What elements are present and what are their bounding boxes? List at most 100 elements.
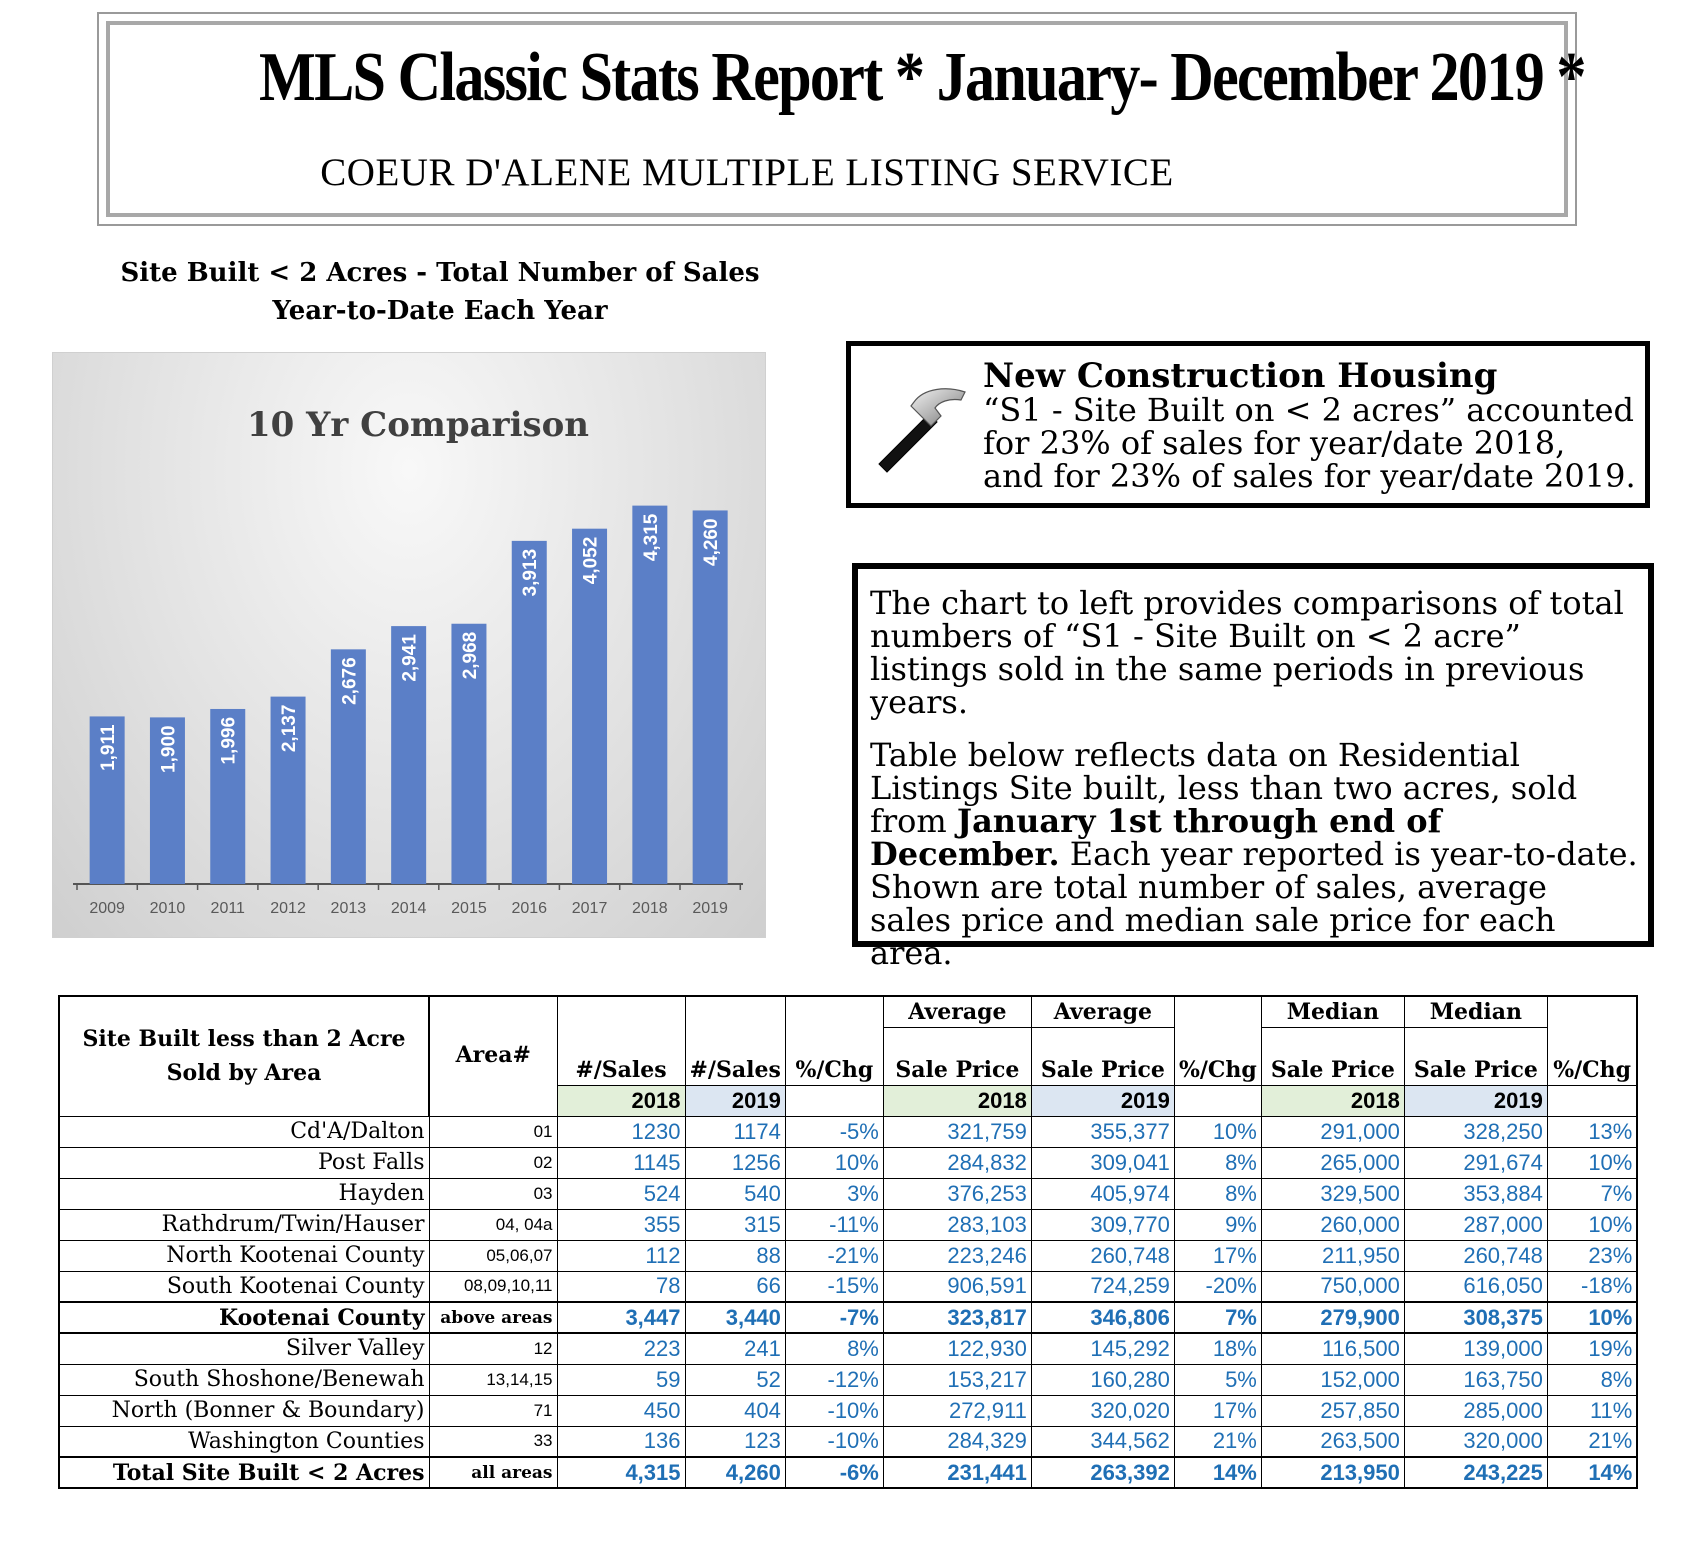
value-s19: 88 (685, 1240, 786, 1272)
explanation-para1: The chart to left provides comparisons o… (870, 584, 1624, 721)
chart-explanation-box: The chart to left provides comparisons o… (852, 563, 1654, 970)
value-m19: 243,225 (1404, 1456, 1548, 1489)
table-row: Rathdrum/Twin/Hauser 04, 04a 355 315 -11% 283… (58, 1209, 1639, 1241)
table-row: Post Falls 02 1145 1256 10% 284,832 309,041 8% 2… (58, 1147, 1639, 1179)
x-tick-label-2013: 2013 (331, 900, 367, 917)
value-s18: 355 (557, 1209, 686, 1241)
sales-2019-header: #/Sales (685, 1027, 786, 1085)
value-s19: 315 (685, 1209, 786, 1241)
value-s19: 52 (685, 1364, 786, 1396)
value-m18: 263,500 (1261, 1426, 1405, 1458)
x-tick-label-2014: 2014 (391, 900, 427, 917)
year-2018-avg: 2018 (883, 1084, 1032, 1117)
value-mc: 21% (1547, 1426, 1639, 1458)
value-a19: 309,041 (1031, 1147, 1175, 1179)
value-ac: 8% (1174, 1147, 1262, 1179)
table-row: South Kootenai County 08,09,10,11 78 66 -15%… (58, 1271, 1639, 1303)
value-sc: 8% (785, 1333, 884, 1365)
value-s18: 1230 (557, 1116, 686, 1148)
box1-title: New Construction Housing (983, 356, 1498, 396)
value-sc: -15% (785, 1271, 884, 1303)
value-a18: 283,103 (883, 1209, 1032, 1241)
area-header: Area# (429, 995, 558, 1085)
area-name: Cd'A/Dalton (58, 1116, 430, 1148)
box1-line2: for 23% of sales for year/date 2018, (983, 424, 1566, 462)
value-m19: 260,748 (1404, 1240, 1548, 1272)
value-ac: 9% (1174, 1209, 1262, 1241)
value-a18: 284,329 (883, 1426, 1032, 1458)
chart-caption-line2: Year-to-Date Each Year (272, 296, 608, 326)
kootenai-total-row: Kootenai County above areas 3,447 3,440 -7% 3… (58, 1301, 1639, 1334)
median-price-2018-header: Sale Price (1261, 1027, 1405, 1085)
value-a19: 320,020 (1031, 1395, 1175, 1427)
value-a19: 145,292 (1031, 1333, 1175, 1365)
x-tick-label-2009: 2009 (89, 900, 125, 917)
table-row: Silver Valley 12 223 241 8% 122,930 145,292 18%… (58, 1333, 1639, 1365)
area-name: South Shoshone/Benewah (58, 1364, 430, 1396)
header-blank (1547, 995, 1639, 1027)
report-subtitle: COEUR D'ALENE MULTIPLE LISTING SERVICE (320, 151, 1174, 194)
value-m19: 285,000 (1404, 1395, 1548, 1427)
x-tick-label-2010: 2010 (150, 900, 186, 917)
value-ac: 7% (1174, 1301, 1262, 1334)
value-a19: 405,974 (1031, 1178, 1175, 1210)
table-title-cell: Site Built less than 2 Acre Sold by Area (58, 995, 430, 1117)
table-row: North Kootenai County 05,06,07 112 88 -21% 22… (58, 1240, 1639, 1272)
value-m19: 353,884 (1404, 1178, 1548, 1210)
area-year-blank (429, 1085, 558, 1117)
value-a18: 153,217 (883, 1364, 1032, 1396)
value-m19: 287,000 (1404, 1209, 1548, 1241)
value-a19: 344,562 (1031, 1426, 1175, 1458)
bar-chart-svg: 10 Yr Comparison 1,911 2009 1,900 2010 1,996 2… (73, 405, 743, 917)
area-number: 08,09,10,11 (429, 1271, 558, 1303)
value-m18: 116,500 (1261, 1333, 1405, 1365)
average-header-2019: Average (1031, 995, 1175, 1028)
report-header: MLS Classic Stats Report * January- Dece… (97, 12, 1586, 226)
bar-2019 (692, 510, 728, 884)
value-m19: 139,000 (1404, 1333, 1548, 1365)
value-m18: 329,500 (1261, 1178, 1405, 1210)
avg-chg-header: %/Chg (1174, 1027, 1262, 1085)
area-number: 71 (429, 1395, 558, 1427)
year-blank (1174, 1084, 1262, 1117)
avg-price-2018-header: Sale Price (883, 1027, 1032, 1085)
value-m18: 291,000 (1261, 1116, 1405, 1148)
area-number: 02 (429, 1147, 558, 1179)
area-number: 13,14,15 (429, 1364, 558, 1396)
avg-price-2019-header: Sale Price (1031, 1027, 1175, 1085)
bar-2010 (149, 717, 185, 884)
table-row: Washington Counties 33 136 123 -10% 284,329 34… (58, 1426, 1639, 1458)
value-ac: 17% (1174, 1395, 1262, 1427)
bar-2015 (451, 623, 487, 884)
value-s19: 4,260 (685, 1456, 786, 1489)
value-ac: -20% (1174, 1271, 1262, 1303)
value-a18: 272,911 (883, 1395, 1032, 1427)
table-title-line1: Site Built less than 2 Acre (82, 1026, 406, 1053)
value-a18: 231,441 (883, 1456, 1032, 1489)
box1-line1: “S1 - Site Built on < 2 acres” accounted (983, 391, 1634, 429)
sales-2018-header: #/Sales (557, 1027, 686, 1085)
bar-label-2012: 2,137 (279, 705, 300, 753)
value-sc: -7% (785, 1301, 884, 1334)
value-m18: 279,900 (1261, 1301, 1405, 1334)
bar-2009 (89, 716, 125, 884)
value-sc: 3% (785, 1178, 884, 1210)
value-m18: 152,000 (1261, 1364, 1405, 1396)
value-a18: 122,930 (883, 1333, 1032, 1365)
value-sc: -5% (785, 1116, 884, 1148)
area-name: Washington Counties (58, 1426, 430, 1458)
value-ac: 8% (1174, 1178, 1262, 1210)
value-s18: 1145 (557, 1147, 686, 1179)
area-number: 03 (429, 1178, 558, 1210)
value-sc: -12% (785, 1364, 884, 1396)
value-a19: 160,280 (1031, 1364, 1175, 1396)
table-row: South Shoshone/Benewah 13,14,15 59 52 -12% 15… (58, 1364, 1639, 1396)
table-row: Cd'A/Dalton 01 1230 1174 -5% 321,759 355,377 10… (58, 1116, 1639, 1148)
table-header-row-3: 2018 2019 2018 2019 2018 2019 (59, 1084, 1639, 1117)
x-tick-label-2011: 2011 (211, 900, 246, 917)
bar-chart: 10 Yr Comparison 1,911 2009 1,900 2010 1,996 2… (52, 352, 766, 938)
area-name: Post Falls (58, 1147, 430, 1179)
year-blank (785, 1084, 884, 1117)
value-m18: 213,950 (1261, 1456, 1405, 1489)
value-a19: 724,259 (1031, 1271, 1175, 1303)
